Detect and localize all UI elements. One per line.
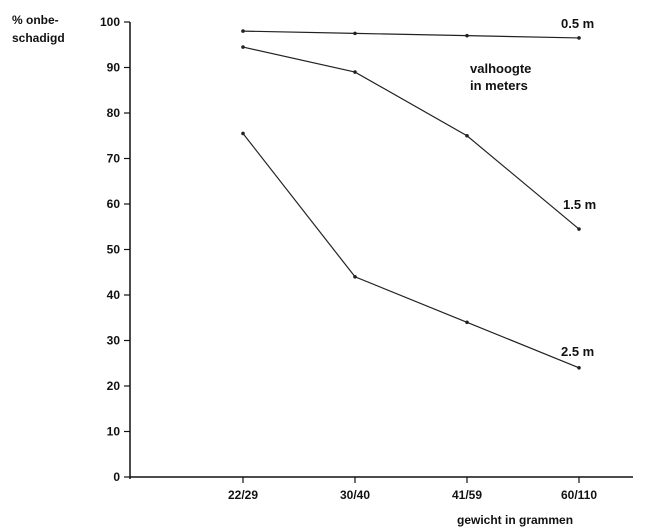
data-point	[577, 227, 581, 231]
data-point	[577, 36, 581, 40]
y-tick-label: 60	[107, 197, 121, 211]
y-tick-label: 70	[107, 152, 121, 166]
y-axis-title-line-2: schadigd	[12, 31, 65, 45]
data-point	[465, 320, 469, 325]
x-tick-label: 22/29	[228, 488, 258, 502]
series-group: 0.5 m 1.5 m 2.5 m	[241, 16, 596, 370]
x-axis-title: gewicht in grammen	[457, 513, 573, 527]
data-point	[353, 70, 357, 74]
y-tick-label: 40	[107, 288, 121, 302]
y-tick-label: 10	[107, 425, 121, 439]
axes	[129, 22, 633, 479]
legend-title-line-2: in meters	[470, 78, 528, 93]
data-point	[465, 133, 469, 138]
y-tick-label: 0	[113, 470, 120, 484]
series-line	[242, 133, 580, 369]
series-line	[242, 30, 580, 39]
data-point	[353, 31, 357, 36]
y-tick-label: 80	[107, 106, 121, 120]
x-tick-label: 41/59	[452, 488, 482, 502]
series-label: 2.5 m	[561, 344, 594, 359]
series-label: 0.5 m	[561, 16, 594, 31]
data-point	[241, 29, 245, 33]
data-point	[465, 33, 469, 38]
y-axis-title-line-1: % onbe-	[12, 13, 59, 27]
data-point	[577, 366, 581, 370]
data-point	[353, 275, 357, 279]
legend-title-line-1: valhoogte	[470, 61, 531, 76]
y-tick-label: 50	[107, 243, 121, 257]
data-point	[241, 131, 245, 136]
data-point	[241, 45, 245, 49]
y-tick-label: 90	[107, 61, 121, 75]
y-tick-label: 30	[107, 334, 121, 348]
x-tick-label: 60/110	[561, 488, 597, 502]
series-label: 1.5 m	[563, 197, 596, 212]
y-tick-label: 100	[100, 15, 120, 29]
series-line	[242, 46, 580, 230]
x-ticks: 22/29 30/40 41/59 60/110	[228, 477, 597, 502]
y-tick-label: 20	[107, 379, 121, 393]
y-ticks: 0 10 20 30 40 50 60 70 80 90 100	[100, 15, 130, 484]
x-tick-label: 30/40	[340, 488, 370, 502]
